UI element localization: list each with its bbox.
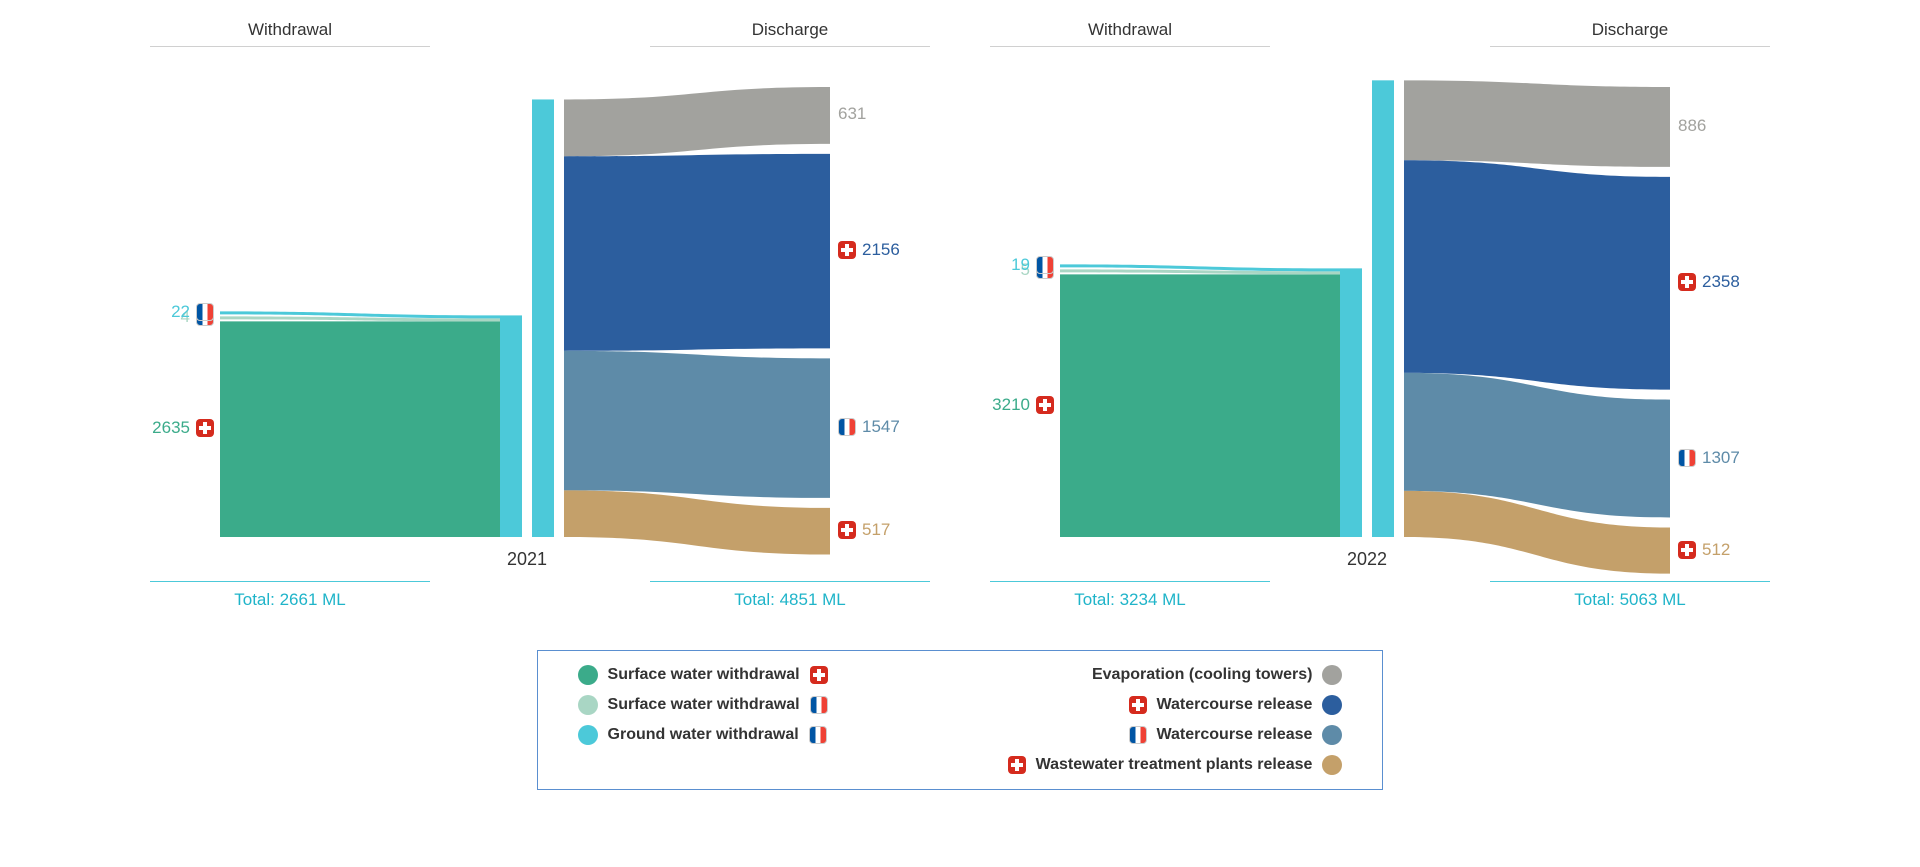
value-label-d-wwtp: 512 (1678, 540, 1730, 560)
legend-label: Watercourse release (1157, 726, 1313, 744)
flag-france-icon (838, 418, 856, 436)
flag-switzerland-icon (1678, 541, 1696, 559)
flag-switzerland-icon (1129, 696, 1147, 714)
legend-label: Wastewater treatment plants release (1036, 756, 1313, 774)
flag-switzerland-icon (196, 419, 214, 437)
legend-label: Surface water withdrawal (608, 696, 800, 714)
sankey-plot: 2635422631215615475172021 (150, 57, 930, 577)
flag-switzerland-icon (838, 241, 856, 259)
flag-france-icon (1678, 449, 1696, 467)
year-label: 2021 (500, 549, 554, 570)
legend-label: Evaporation (cooling towers) (1092, 666, 1312, 684)
value-text: 2358 (1702, 272, 1740, 292)
legend-dot-icon (1322, 695, 1342, 715)
value-text: 2156 (862, 240, 900, 260)
charts-container: WithdrawalDischarge263542263121561547517… (20, 20, 1900, 610)
legend-col-left: Surface water withdrawal Surface water wi… (578, 665, 828, 775)
legend-dot-icon (1322, 725, 1342, 745)
sankey-chart-2022: WithdrawalDischarge321051988623581307512… (990, 20, 1770, 610)
withdrawal-header: Withdrawal (990, 20, 1270, 47)
legend-label: Watercourse release (1157, 696, 1313, 714)
value-label-d-evap: 631 (838, 104, 866, 124)
discharge-header: Discharge (650, 20, 930, 47)
value-label-d-wwtp: 517 (838, 520, 890, 540)
legend-label: Ground water withdrawal (608, 726, 799, 744)
flag-france-icon (1129, 726, 1147, 744)
legend-dot-icon (578, 695, 598, 715)
value-text: 3210 (992, 395, 1030, 415)
value-label-w-ground_fr: 19 (1011, 255, 1054, 275)
flag-switzerland-icon (838, 521, 856, 539)
withdrawal-total: Total: 2661 ML (150, 581, 430, 610)
value-text: 19 (1011, 255, 1030, 275)
flag-france-icon (196, 303, 214, 321)
legend-item: Watercourse release (1008, 725, 1343, 745)
value-label-w-surface_ch: 2635 (152, 418, 214, 438)
year-label: 2022 (1340, 549, 1394, 570)
withdrawal-total: Total: 3234 ML (990, 581, 1270, 610)
flag-france-icon (809, 726, 827, 744)
value-text: 886 (1678, 116, 1706, 136)
flag-switzerland-icon (810, 666, 828, 684)
legend-item: Wastewater treatment plants release (1008, 755, 1343, 775)
value-text: 1307 (1702, 448, 1740, 468)
value-label-w-ground_fr: 22 (171, 302, 214, 322)
sankey-chart-2021: WithdrawalDischarge263542263121561547517… (150, 20, 930, 610)
flag-france-icon (1036, 256, 1054, 274)
legend-item: Evaporation (cooling towers) (1008, 665, 1343, 685)
value-text: 1547 (862, 417, 900, 437)
value-label-d-wc_ch: 2156 (838, 240, 900, 260)
value-label-d-wc_ch: 2358 (1678, 272, 1740, 292)
withdrawal-header: Withdrawal (150, 20, 430, 47)
legend-dot-icon (1322, 755, 1342, 775)
flag-switzerland-icon (1008, 756, 1026, 774)
legend-item: Watercourse release (1008, 695, 1343, 715)
value-label-d-wc_fr: 1547 (838, 417, 900, 437)
discharge-header: Discharge (1490, 20, 1770, 47)
flag-switzerland-icon (1678, 273, 1696, 291)
legend-dot-icon (578, 665, 598, 685)
discharge-total: Total: 5063 ML (1490, 581, 1770, 610)
legend-dot-icon (578, 725, 598, 745)
legend-box: Surface water withdrawal Surface water wi… (537, 650, 1384, 790)
value-label-d-evap: 886 (1678, 116, 1706, 136)
flag-switzerland-icon (1036, 396, 1054, 414)
value-label-d-wc_fr: 1307 (1678, 448, 1740, 468)
value-text: 517 (862, 520, 890, 540)
value-text: 2635 (152, 418, 190, 438)
legend-dot-icon (1322, 665, 1342, 685)
value-label-w-surface_ch: 3210 (992, 395, 1054, 415)
value-text: 631 (838, 104, 866, 124)
legend-item: Ground water withdrawal (578, 725, 828, 745)
flag-france-icon (810, 696, 828, 714)
discharge-total: Total: 4851 ML (650, 581, 930, 610)
legend-label: Surface water withdrawal (608, 666, 800, 684)
value-text: 22 (171, 302, 190, 322)
legend-item: Surface water withdrawal (578, 695, 828, 715)
value-text: 512 (1702, 540, 1730, 560)
sankey-plot: 3210519886235813075122022 (990, 57, 1770, 577)
legend-item: Surface water withdrawal (578, 665, 828, 685)
legend-col-right: Evaporation (cooling towers) Watercourse … (1008, 665, 1343, 775)
